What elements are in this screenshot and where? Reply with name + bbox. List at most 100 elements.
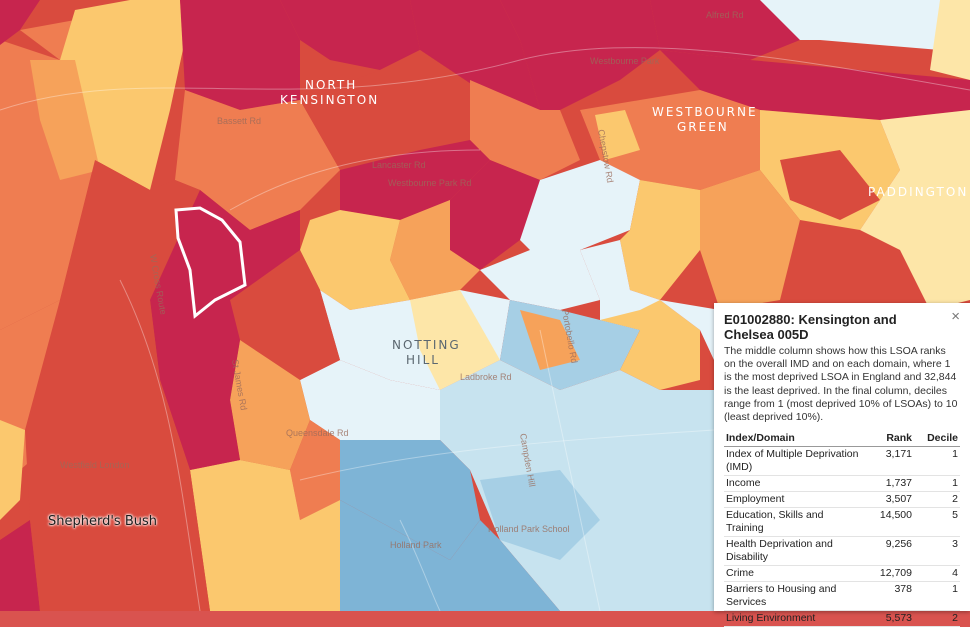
street-label: Westfield London <box>60 460 129 470</box>
lsoa-area[interactable] <box>280 0 420 70</box>
row-domain: Education, Skills and Training <box>724 507 864 538</box>
lsoa-area[interactable] <box>410 290 500 390</box>
label-shepherds-bush: Shepherd's Bush <box>48 514 157 529</box>
row-rank: 9,256 <box>864 536 914 567</box>
row-decile: 3 <box>914 536 960 567</box>
lsoa-area[interactable] <box>520 160 640 250</box>
street-label: Westbourne Park <box>590 56 660 66</box>
lsoa-area[interactable] <box>480 470 600 560</box>
lsoa-area[interactable] <box>150 300 240 470</box>
deprivation-map[interactable]: NORTH KENSINGTON WESTBOURNE GREEN PADDIN… <box>0 0 970 611</box>
close-icon[interactable]: × <box>951 308 960 325</box>
lsoa-area[interactable] <box>0 420 25 520</box>
lsoa-info-popup: × E01002880: Kensington and Chelsea 005D… <box>714 303 970 627</box>
lsoa-area[interactable] <box>390 200 480 300</box>
lsoa-area[interactable] <box>340 140 490 220</box>
street-label: Alfred Rd <box>706 10 744 20</box>
lsoa-area[interactable] <box>500 0 660 110</box>
lsoa-area[interactable] <box>930 0 970 80</box>
row-rank: 1,737 <box>864 475 914 493</box>
lsoa-area[interactable] <box>650 0 800 60</box>
table-row: Income 1,737 1 <box>724 475 960 493</box>
lsoa-area[interactable] <box>760 0 950 50</box>
label-paddington: PADDINGTON <box>868 185 968 199</box>
lsoa-area[interactable] <box>450 160 540 270</box>
label-westbourne-green-line1: WESTBOURNE <box>652 105 758 119</box>
lsoa-area[interactable] <box>580 240 660 330</box>
street-lines <box>0 47 970 611</box>
lsoa-area[interactable] <box>410 0 540 110</box>
street-label: Westbourne Park Rd <box>388 178 471 188</box>
label-north-kensington-line1: NORTH <box>305 78 357 92</box>
lsoa-area[interactable] <box>470 80 580 180</box>
table-row: Crime 12,709 4 <box>724 565 960 583</box>
lsoa-area[interactable] <box>660 300 720 360</box>
lsoa-area[interactable] <box>0 0 40 45</box>
row-domain: Index of Multiple Deprivation (IMD) <box>724 446 864 477</box>
lsoa-area[interactable] <box>180 0 300 110</box>
street-label: Bassett Rd <box>217 116 261 126</box>
row-decile: 1 <box>914 475 960 493</box>
street-label: Queensdale Rd <box>286 428 349 438</box>
lsoa-area[interactable] <box>300 210 410 310</box>
lsoa-area[interactable] <box>300 50 480 170</box>
row-decile: 5 <box>914 507 960 538</box>
lsoa-area[interactable] <box>300 360 440 440</box>
street-label: Holland Park School <box>488 524 570 534</box>
lsoa-area[interactable] <box>175 90 340 230</box>
row-decile: 2 <box>914 491 960 509</box>
table-row: Barriers to Housing and Services 378 1 <box>724 581 960 612</box>
lsoa-area[interactable] <box>860 110 970 310</box>
row-rank: 3,171 <box>864 446 914 477</box>
lsoa-area[interactable] <box>780 150 880 220</box>
lsoa-area[interactable] <box>190 460 340 611</box>
lsoa-area[interactable] <box>520 310 580 370</box>
lsoa-area[interactable] <box>620 180 700 300</box>
lsoa-area[interactable] <box>480 250 600 310</box>
popup-title: E01002880: Kensington and Chelsea 005D <box>724 312 897 342</box>
selected-lsoa-outline[interactable] <box>174 206 247 319</box>
lsoa-area[interactable] <box>340 440 480 560</box>
row-rank: 5,573 <box>864 610 914 627</box>
header-rank: Rank <box>864 430 914 448</box>
row-decile: 1 <box>914 446 960 477</box>
row-rank: 378 <box>864 581 914 612</box>
table-row: Education, Skills and Training 14,500 5 <box>724 507 960 538</box>
lsoa-area[interactable] <box>230 340 310 470</box>
lsoa-area[interactable] <box>440 360 714 611</box>
table-header-row: Index/Domain Rank Decile <box>724 430 960 448</box>
row-domain: Barriers to Housing and Services <box>724 581 864 612</box>
row-rank: 3,507 <box>864 491 914 509</box>
row-rank: 14,500 <box>864 507 914 538</box>
label-westbourne-green-line2: GREEN <box>677 120 729 134</box>
row-domain: Health Deprivation and Disability <box>724 536 864 567</box>
street-label: Lancaster Rd <box>372 160 426 170</box>
lsoa-area[interactable] <box>230 250 340 380</box>
row-decile: 4 <box>914 565 960 583</box>
lsoa-area[interactable] <box>700 170 800 310</box>
row-rank: 12,709 <box>864 565 914 583</box>
row-domain: Living Environment <box>724 610 864 627</box>
label-north-kensington-line2: KENSINGTON <box>280 93 379 107</box>
row-decile: 1 <box>914 581 960 612</box>
lsoa-area[interactable] <box>60 160 200 300</box>
label-notting-hill-line1: NOTTING <box>392 338 461 352</box>
row-domain: Employment <box>724 491 864 509</box>
table-row: Living Environment 5,573 2 <box>724 610 960 627</box>
lsoa-area[interactable] <box>600 300 700 390</box>
lsoa-area[interactable] <box>290 420 340 520</box>
lsoa-area[interactable] <box>0 520 40 611</box>
table-row: Index of Multiple Deprivation (IMD) 3,17… <box>724 446 960 477</box>
header-domain: Index/Domain <box>724 430 864 448</box>
lsoa-area[interactable] <box>30 60 100 180</box>
lsoa-area[interactable] <box>25 300 210 611</box>
row-domain: Crime <box>724 565 864 583</box>
table-row: Employment 3,507 2 <box>724 491 960 509</box>
lsoa-area[interactable] <box>340 500 560 611</box>
row-decile: 2 <box>914 610 960 627</box>
street-label: Ladbroke Rd <box>460 372 512 382</box>
table-row: Health Deprivation and Disability 9,256 … <box>724 536 960 567</box>
lsoa-area[interactable] <box>595 110 640 160</box>
row-domain: Income <box>724 475 864 493</box>
deprivation-table: Index/Domain Rank Decile Index of Multip… <box>724 430 960 627</box>
